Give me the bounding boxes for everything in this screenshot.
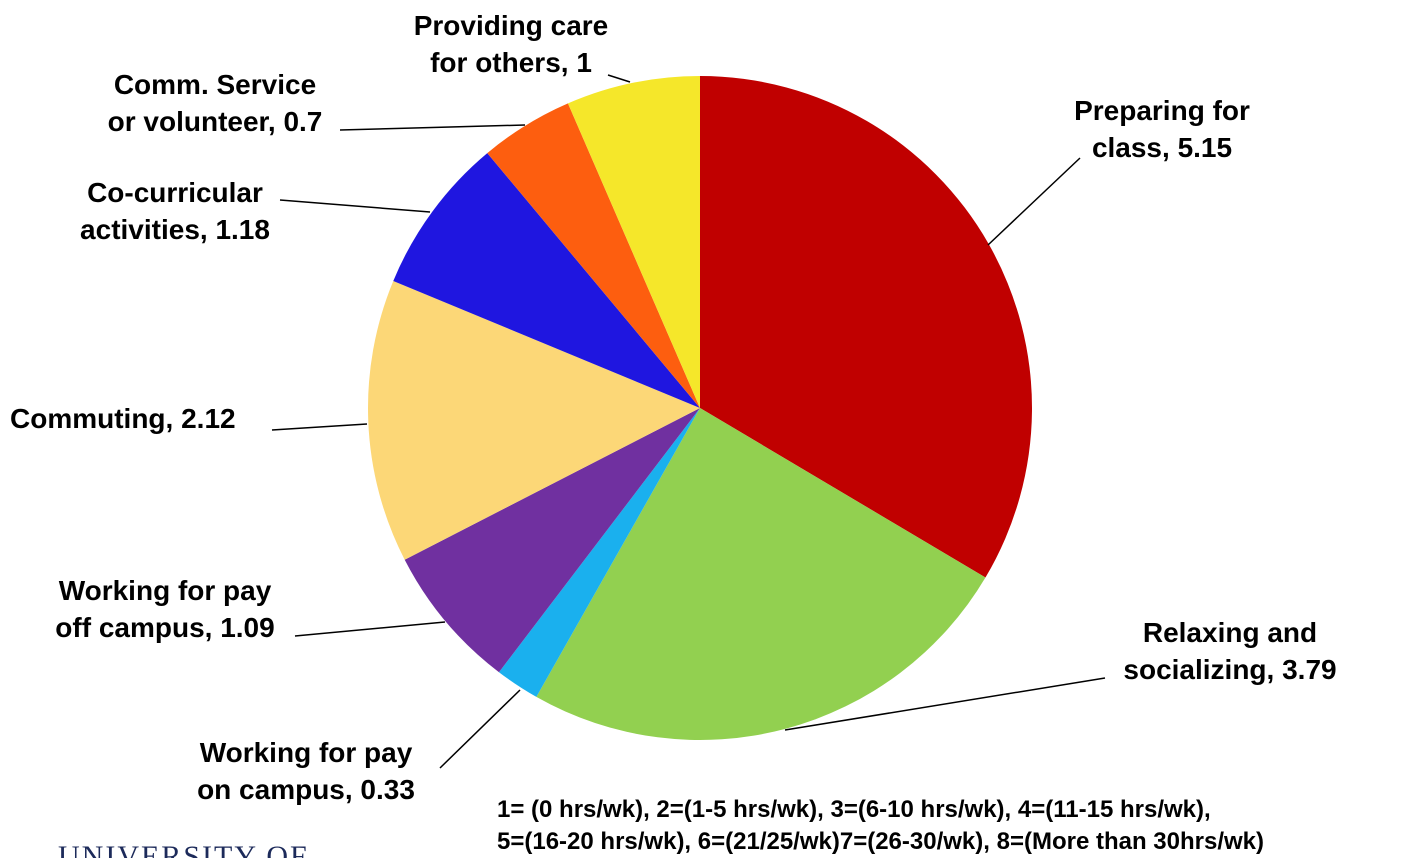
leader-line [294, 621, 446, 637]
data-label: Comm. Service or volunteer, 0.7 [108, 69, 323, 137]
footnote: 5=(16-20 hrs/wk), 6=(21/25/wk)7=(26-30/w… [497, 828, 1264, 855]
data-label-line: Working for pay [200, 737, 413, 768]
pie-slice [367, 280, 700, 560]
footnote: 1= (0 hrs/wk), 2=(1-5 hrs/wk), 3=(6-10 h… [497, 796, 1211, 823]
data-label: Relaxing and socializing, 3.79 [1123, 617, 1336, 685]
data-label-line: class, 5.15 [1092, 132, 1232, 163]
data-label-line: Preparing for [1074, 95, 1250, 126]
leader-line [279, 199, 431, 213]
data-label: Working for pay on campus, 0.33 [197, 737, 415, 805]
data-label-line: for others, 1 [430, 47, 592, 78]
pie-slice [404, 408, 700, 673]
data-label-line: on campus, 0.33 [197, 774, 415, 805]
data-label-line: Commuting, 2.12 [10, 403, 236, 434]
data-label: Preparing for class, 5.15 [1074, 95, 1250, 163]
data-label-line: activities, 1.18 [80, 214, 270, 245]
data-label-line: Co-curricular [87, 177, 263, 208]
data-label: Working for pay off campus, 1.09 [55, 575, 274, 643]
data-label-line: socializing, 3.79 [1123, 654, 1336, 685]
leader-line [607, 74, 631, 83]
leader-line [784, 677, 1106, 731]
data-label: Co-curricular activities, 1.18 [80, 177, 270, 245]
pie-slice [498, 408, 700, 697]
pie-slice [536, 408, 986, 740]
leader-line [987, 157, 1081, 246]
logo-text: UNIVERSITY OF [58, 840, 309, 858]
data-label: Providing care for others, 1 [414, 10, 609, 78]
data-label-line: Providing care [414, 10, 609, 41]
pie-slice [393, 153, 700, 408]
data-label-line: Working for pay [59, 575, 272, 606]
data-label-line: or volunteer, 0.7 [108, 106, 323, 137]
data-label-line: Comm. Service [114, 69, 316, 100]
pie-slice [700, 76, 1032, 578]
leader-line [439, 689, 521, 769]
data-label-line: off campus, 1.09 [55, 612, 274, 643]
data-label: Commuting, 2.12 [10, 403, 236, 434]
leader-line [339, 124, 526, 131]
pie-slice [487, 103, 700, 408]
data-label-line: Relaxing and [1143, 617, 1317, 648]
leader-line [271, 423, 368, 431]
pie-slice [567, 76, 700, 408]
